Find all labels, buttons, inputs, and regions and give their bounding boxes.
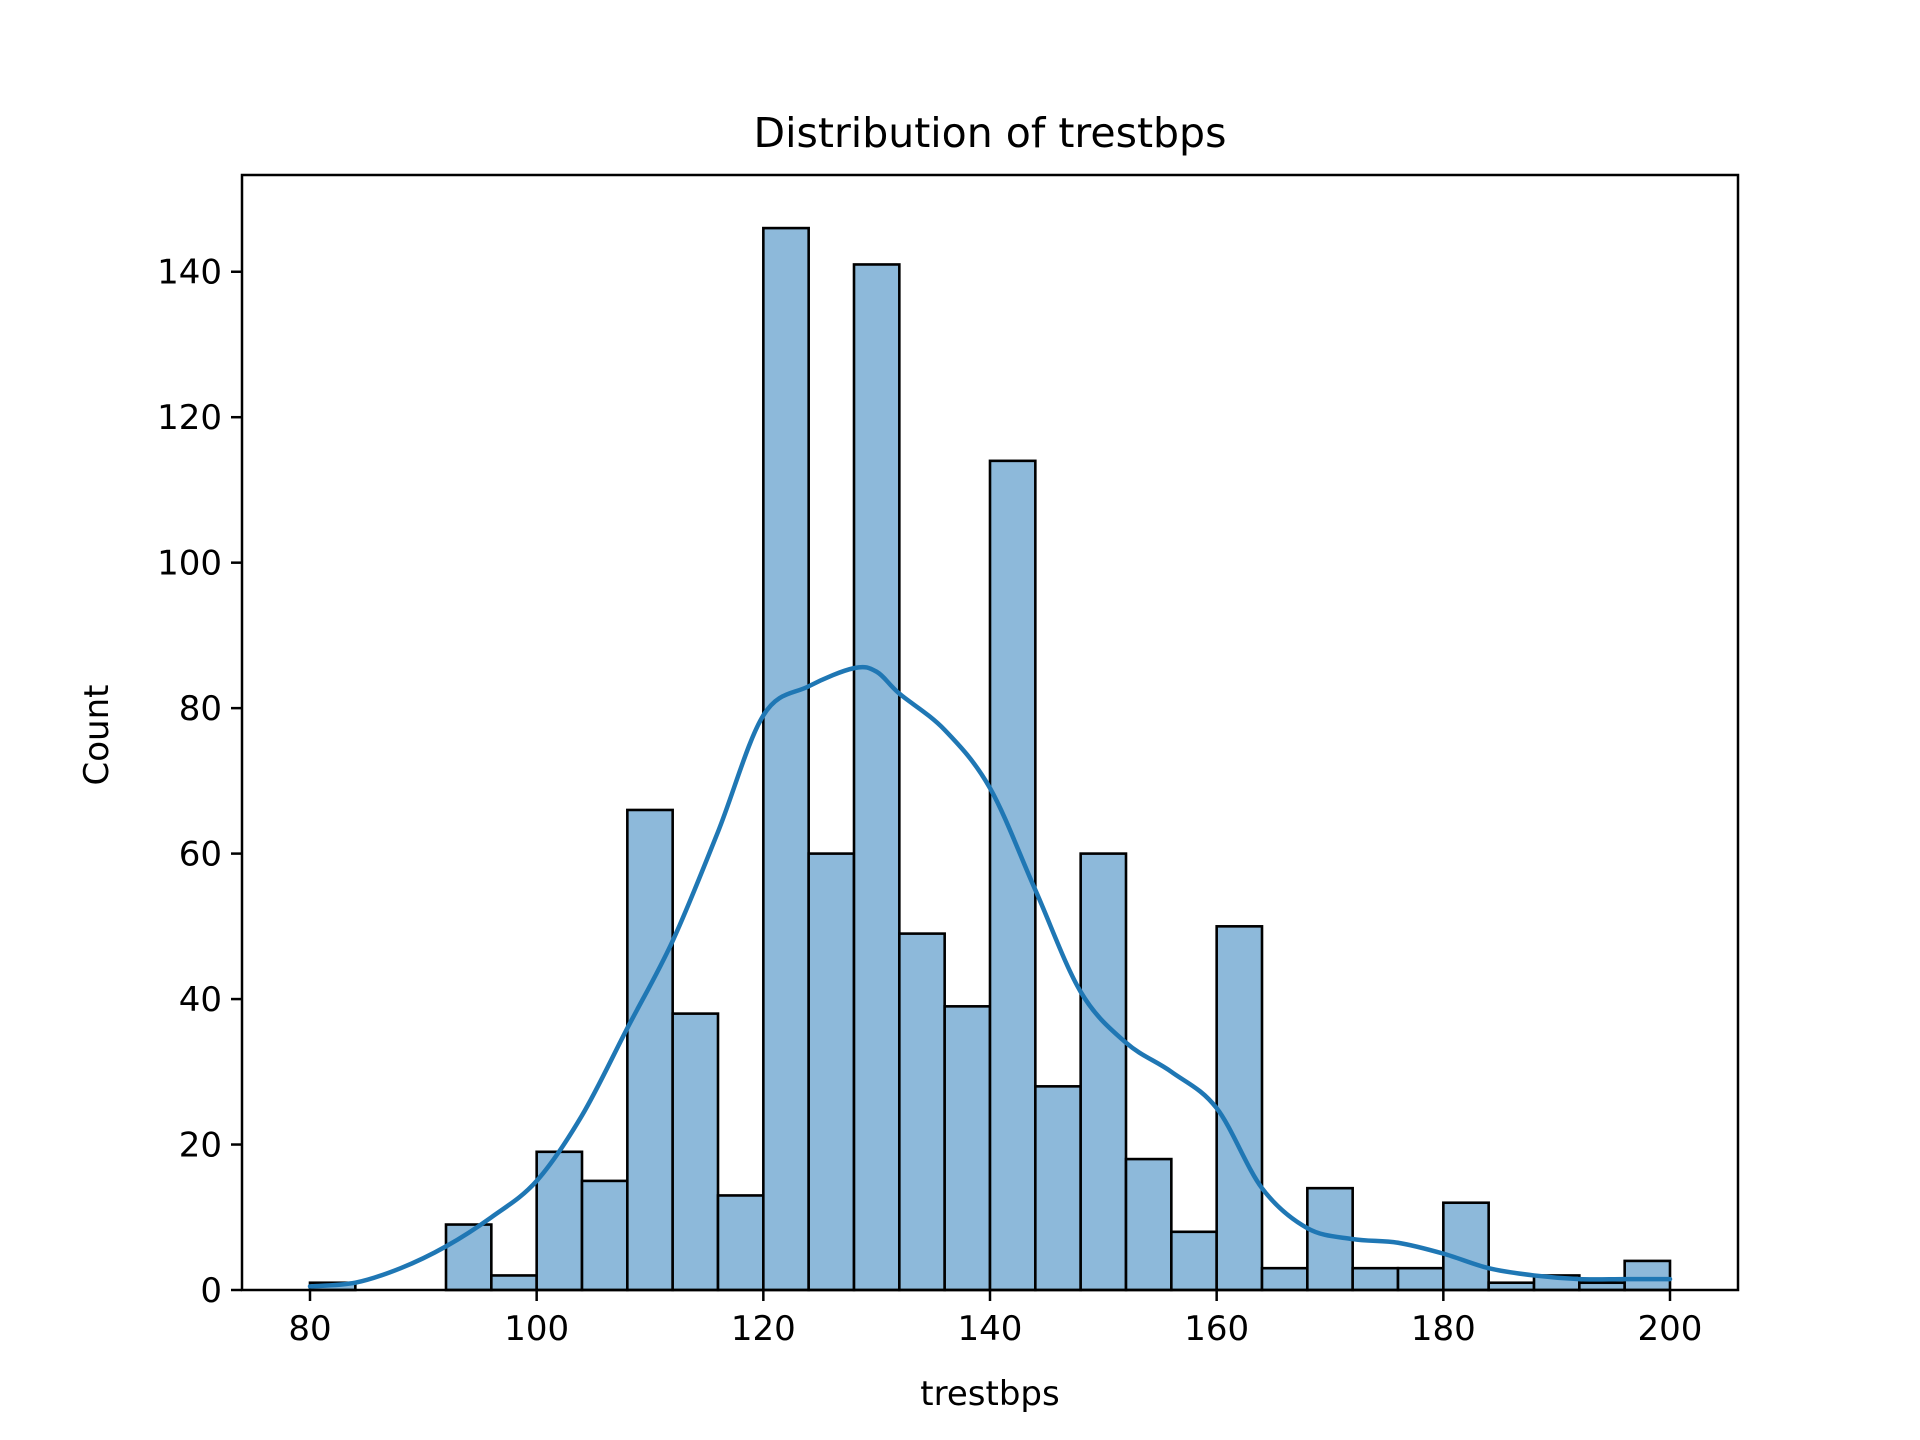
bars-layer (308, 226, 1672, 1292)
x-tick-label: 80 (288, 1309, 331, 1349)
x-tick-label: 100 (504, 1309, 569, 1349)
y-tick-label: 60 (179, 835, 222, 875)
histogram-bar-104-108 (580, 1179, 629, 1292)
histogram-bar-148-152 (1079, 852, 1128, 1292)
histogram-bar-172-176 (1351, 1266, 1400, 1292)
x-tick-label: 160 (1184, 1309, 1249, 1349)
histogram-bar-92-96 (444, 1223, 493, 1292)
histogram-bar-164-168 (1260, 1266, 1309, 1292)
histogram-bar-116-120 (716, 1194, 765, 1292)
histogram-bar-160-164 (1215, 925, 1264, 1292)
histogram-bar-124-128 (807, 852, 856, 1292)
y-axis-label: Count (77, 685, 117, 786)
y-tick-label: 0 (200, 1271, 222, 1311)
y-tick-label: 100 (157, 544, 222, 584)
histogram-bar-180-184 (1442, 1201, 1490, 1292)
histogram-bar-112-116 (671, 1012, 720, 1292)
histogram-bar-132-136 (898, 932, 946, 1292)
histogram-bar-196-200 (1623, 1259, 1672, 1292)
chart-title: Distribution of trestbps (754, 109, 1227, 157)
y-tick-label: 120 (157, 398, 222, 438)
x-tick-label: 120 (731, 1309, 796, 1349)
histogram-bar-128-132 (852, 263, 901, 1292)
kde-layer (307, 664, 1673, 1289)
y-tick-label: 140 (157, 253, 222, 293)
x-axis-ticks: 80 100 120 140 160 180 200 (288, 1290, 1702, 1349)
histogram-bar-136-140 (943, 1005, 992, 1292)
x-tick-label: 140 (958, 1309, 1023, 1349)
x-tick-label: 180 (1411, 1309, 1476, 1349)
y-tick-label: 40 (179, 980, 222, 1020)
y-axis-ticks: 0 20 40 60 80 100 120 140 (157, 253, 242, 1311)
x-axis-label: trestbps (920, 1374, 1059, 1414)
x-tick-label: 200 (1638, 1309, 1703, 1349)
histogram-bar-108-112 (626, 808, 674, 1292)
histogram-bar-144-148 (1034, 1085, 1082, 1292)
histogram-bar-156-160 (1170, 1230, 1218, 1292)
y-tick-label: 20 (179, 1126, 222, 1166)
histogram-bar-176-180 (1396, 1266, 1445, 1292)
histogram-bar-152-156 (1124, 1157, 1173, 1292)
histogram-bar-96-100 (490, 1274, 538, 1292)
histogram-bar-120-124 (762, 226, 810, 1292)
kde-curve (307, 664, 1673, 1289)
y-tick-label: 80 (179, 689, 222, 729)
